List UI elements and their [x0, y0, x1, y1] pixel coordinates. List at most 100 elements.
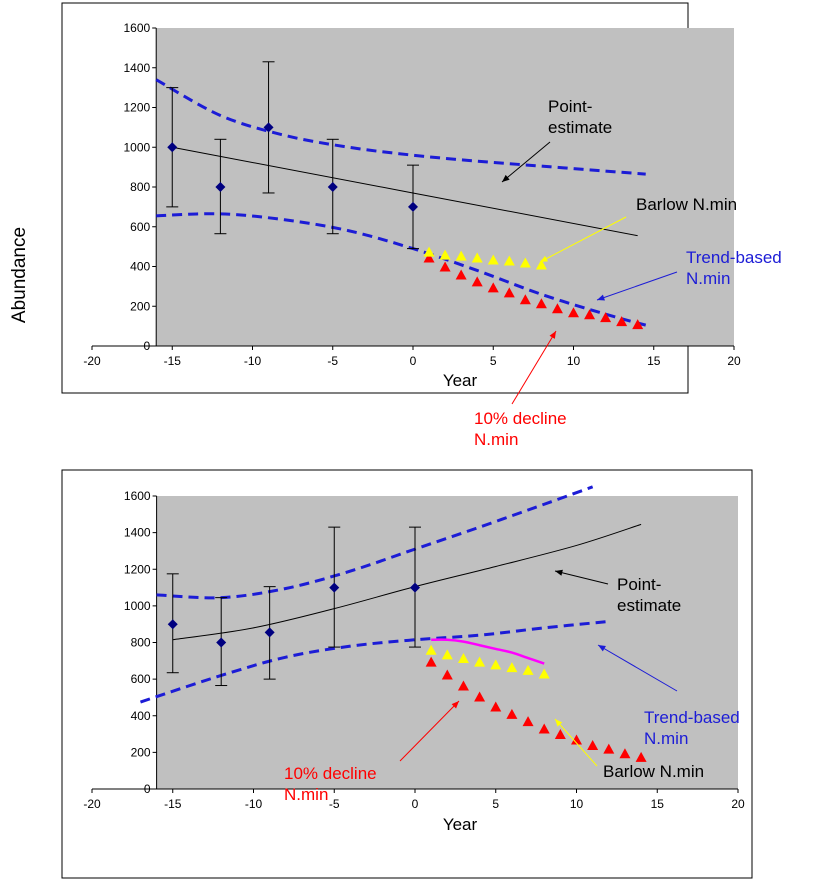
annotation-line: Barlow N.min — [636, 195, 737, 214]
x-tick-label: 20 — [731, 797, 745, 811]
x-tick-label: 5 — [490, 354, 497, 368]
barlow-triangle — [503, 255, 515, 266]
x-tick-label: 15 — [651, 797, 665, 811]
data-point-diamond — [329, 582, 340, 593]
decline-triangle — [439, 261, 451, 272]
decline-triangle — [471, 276, 483, 287]
annotation-arrow — [511, 330, 557, 405]
decline-triangle — [441, 669, 453, 680]
data-point-diamond — [215, 182, 226, 192]
decline-triangle — [635, 751, 647, 762]
annotation-arrow — [554, 718, 598, 767]
annotation-label: Barlow N.min — [603, 762, 704, 781]
annotation-arrow — [597, 644, 678, 692]
y-tick-label: 1000 — [124, 599, 151, 613]
barlow-triangle — [455, 250, 467, 261]
annotation-arrow — [399, 700, 460, 762]
data-point-diamond — [167, 142, 178, 153]
decline-triangle — [632, 319, 644, 330]
y-tick-label: 1200 — [124, 562, 151, 576]
annotation-arrow — [501, 141, 551, 183]
decline-triangle — [571, 734, 582, 745]
annotation-arrow — [539, 216, 627, 263]
decline-triangle — [506, 708, 518, 719]
decline-triangle — [423, 252, 435, 263]
decline-triangle — [425, 656, 437, 667]
barlow-triangle — [441, 649, 453, 660]
annotation-label: 10% decline N.min — [284, 764, 377, 804]
annotation-label: Point-estimate — [548, 97, 612, 137]
plot-area — [156, 28, 734, 346]
x-axis-label: Year — [443, 371, 478, 390]
decline-triangle — [487, 282, 499, 293]
decline-triangle — [522, 716, 534, 727]
data-point-diamond — [264, 627, 275, 638]
data-point-diamond — [216, 637, 227, 648]
y-tick-label: 800 — [130, 180, 150, 194]
decline-triangle — [551, 303, 563, 314]
data-point-diamond — [263, 122, 274, 133]
annotation-line: 10% decline — [474, 409, 567, 428]
barlow-triangle — [522, 664, 534, 675]
point-estimate-line — [172, 146, 638, 237]
barlow-triangle — [457, 652, 469, 663]
x-tick-label: -20 — [83, 354, 101, 368]
annotation-arrowhead — [549, 331, 556, 339]
decline-triangle — [535, 298, 547, 309]
barlow-triangle — [487, 254, 499, 265]
decline-triangle — [538, 723, 550, 734]
annotation-line: estimate — [548, 118, 612, 137]
ci-upper-line — [155, 78, 646, 176]
barlow-triangle — [490, 659, 502, 670]
annotation-line: Point- — [548, 97, 592, 116]
decline-triangle — [587, 739, 599, 750]
x-tick-label: -15 — [164, 797, 182, 811]
annotation-arrowhead — [451, 701, 459, 709]
annotation-line: N.min — [644, 729, 688, 748]
annotation-line: Barlow N.min — [603, 762, 704, 781]
x-tick-label: 0 — [412, 797, 419, 811]
barlow-triangle — [423, 246, 435, 257]
decline-triangle — [616, 316, 628, 327]
annotation-label: Barlow N.min — [636, 195, 737, 214]
barlow-triangle — [471, 252, 483, 263]
barlow-triangle — [425, 644, 437, 655]
data-point-diamond — [410, 582, 420, 593]
x-tick-label: -5 — [329, 797, 340, 811]
decline-triangle — [600, 312, 612, 323]
magenta-curve — [431, 638, 545, 665]
annotation-line: N.min — [284, 785, 328, 804]
y-tick-label: 1400 — [124, 526, 151, 540]
barlow-triangle — [519, 257, 531, 268]
x-tick-label: 15 — [647, 354, 661, 368]
data-point-diamond — [167, 619, 178, 630]
y-tick-label: 400 — [130, 260, 150, 274]
barlow-triangle — [439, 249, 451, 260]
decline-triangle — [474, 691, 486, 702]
y-tick-label: 1000 — [123, 140, 150, 154]
x-tick-label: -10 — [245, 797, 263, 811]
annotation-label: 10% decline N.min — [474, 409, 567, 449]
annotation-line: estimate — [617, 596, 681, 615]
annotation-arrow — [554, 570, 609, 585]
decline-triangle — [584, 309, 596, 320]
x-tick-label: 20 — [727, 354, 741, 368]
decline-triangle — [603, 743, 615, 754]
data-point-diamond — [327, 182, 338, 192]
annotation-line: 10% decline — [284, 764, 377, 783]
decline-triangle — [519, 294, 531, 305]
decline-triangle — [457, 680, 469, 691]
annotation-line: N.min — [686, 269, 730, 288]
decline-triangle — [554, 728, 566, 739]
x-tick-label: 10 — [567, 354, 581, 368]
y-tick-label: 200 — [131, 745, 151, 759]
y-tick-label: 1600 — [124, 489, 151, 503]
data-point-diamond — [408, 201, 418, 212]
y-tick-label: 600 — [131, 672, 151, 686]
annotation-label: Trend-based N.min — [686, 248, 782, 288]
annotation-line: N.min — [474, 430, 518, 449]
y-tick-label: 1400 — [123, 61, 150, 75]
decline-triangle — [490, 701, 502, 712]
